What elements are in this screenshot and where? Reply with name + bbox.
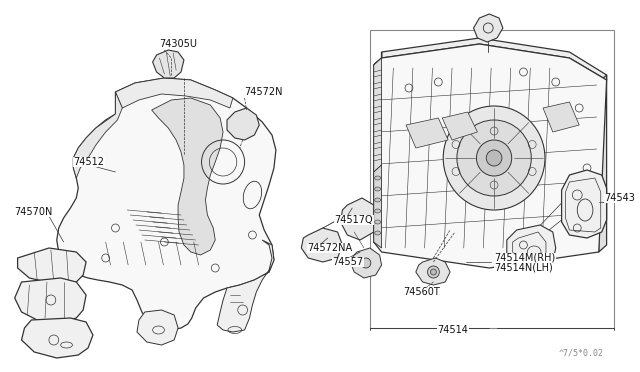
Ellipse shape: [375, 198, 381, 202]
Polygon shape: [227, 108, 259, 140]
Ellipse shape: [375, 220, 381, 224]
Text: 74572NA: 74572NA: [307, 243, 353, 253]
Circle shape: [431, 269, 436, 275]
Ellipse shape: [375, 231, 381, 235]
Polygon shape: [22, 318, 93, 358]
Polygon shape: [543, 102, 579, 132]
Circle shape: [361, 258, 371, 268]
Polygon shape: [374, 52, 381, 248]
Polygon shape: [416, 258, 450, 285]
Polygon shape: [152, 98, 223, 255]
Polygon shape: [137, 310, 178, 345]
Circle shape: [444, 106, 545, 210]
Circle shape: [428, 266, 439, 278]
Text: 74512: 74512: [74, 157, 104, 167]
Polygon shape: [374, 165, 381, 248]
Text: 74514N(LH): 74514N(LH): [494, 263, 553, 273]
Polygon shape: [152, 50, 184, 78]
Polygon shape: [115, 78, 233, 108]
Polygon shape: [374, 44, 607, 268]
Polygon shape: [507, 225, 556, 268]
Text: 74305U: 74305U: [159, 39, 198, 49]
Polygon shape: [74, 92, 122, 178]
Polygon shape: [18, 248, 86, 285]
Circle shape: [477, 140, 512, 176]
Text: 74514: 74514: [438, 325, 468, 335]
Ellipse shape: [375, 209, 381, 213]
Text: 74557: 74557: [333, 257, 364, 267]
Polygon shape: [562, 170, 607, 238]
Polygon shape: [57, 78, 276, 330]
Circle shape: [457, 120, 531, 196]
Polygon shape: [599, 75, 607, 252]
Text: 74572N: 74572N: [244, 87, 283, 97]
Polygon shape: [406, 118, 448, 148]
Text: ^7/5*0.02: ^7/5*0.02: [559, 349, 604, 358]
Text: 74570N: 74570N: [15, 207, 53, 217]
Polygon shape: [442, 112, 477, 140]
Polygon shape: [217, 240, 274, 332]
Polygon shape: [374, 58, 381, 172]
Polygon shape: [15, 278, 86, 322]
Polygon shape: [381, 38, 607, 80]
Text: 74514M(RH): 74514M(RH): [494, 253, 556, 263]
Polygon shape: [474, 14, 503, 42]
Text: 74517Q: 74517Q: [335, 215, 373, 225]
Polygon shape: [350, 248, 381, 278]
Ellipse shape: [375, 176, 381, 180]
Circle shape: [486, 150, 502, 166]
Bar: [370, 30, 614, 328]
Ellipse shape: [375, 187, 381, 191]
Text: 74543: 74543: [605, 193, 636, 203]
Polygon shape: [301, 228, 342, 262]
Text: 74560T: 74560T: [403, 287, 440, 297]
Polygon shape: [340, 198, 380, 240]
